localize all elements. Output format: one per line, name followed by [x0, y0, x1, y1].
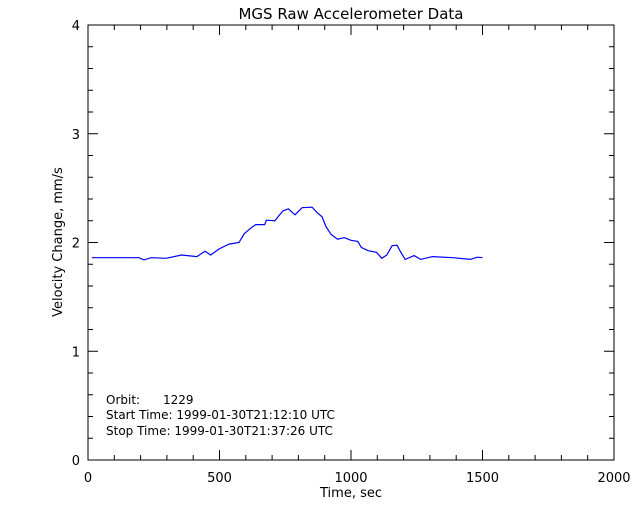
- y-tick-label: 1: [72, 345, 80, 360]
- x-tick-label: 2000: [597, 471, 630, 486]
- stop-time-annotation: Stop Time: 1999-01-30T21:37:26 UTC: [106, 424, 333, 438]
- start-time-annotation: Start Time: 1999-01-30T21:12:10 UTC: [106, 408, 335, 422]
- orbit-annotation: Orbit: 1229: [106, 393, 194, 407]
- x-axis-label: Time, sec: [319, 486, 382, 501]
- y-tick-label: 0: [72, 454, 80, 469]
- tick-labels: 0 500 1000 1500 2000 0 1 2 3 4: [72, 19, 631, 486]
- y-tick-label: 2: [72, 237, 80, 252]
- x-tick-label: 0: [84, 471, 92, 486]
- x-tick-label: 500: [207, 471, 232, 486]
- x-tick-label: 1000: [334, 471, 367, 486]
- series-line: [91, 206, 483, 261]
- chart-title: MGS Raw Accelerometer Data: [238, 5, 463, 23]
- y-tick-label: 4: [72, 19, 80, 34]
- axis-ticks: [87, 24, 615, 461]
- x-tick-label: 1500: [466, 471, 499, 486]
- y-axis-label: Velocity Change, mm/s: [51, 167, 66, 317]
- y-tick-label: 3: [72, 128, 80, 143]
